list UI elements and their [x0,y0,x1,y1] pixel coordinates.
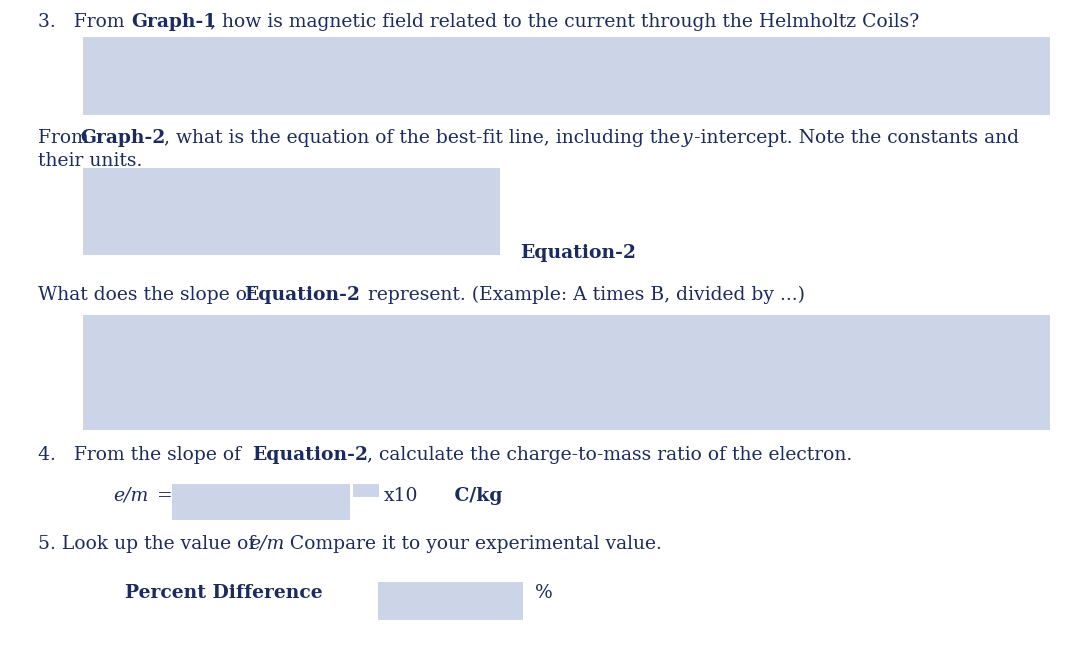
Text: , calculate the charge-to-mass ratio of the electron.: , calculate the charge-to-mass ratio of … [367,446,852,464]
Text: %: % [535,584,553,602]
Bar [83,315,1050,430]
Text: . Compare it to your experimental value.: . Compare it to your experimental value. [279,535,662,553]
Text: represent. (Example: A times B, divided by ...): represent. (Example: A times B, divided … [362,286,805,304]
Text: Percent Difference: Percent Difference [125,584,323,602]
Text: Equation-2: Equation-2 [520,244,635,262]
Bar [83,168,500,255]
Bar [353,484,379,497]
Text: 5. Look up the value of: 5. Look up the value of [38,535,261,553]
Text: What does the slope of: What does the slope of [38,286,260,304]
Text: , what is the equation of the best-fit line, including the: , what is the equation of the best-fit l… [164,129,687,147]
Text: Graph-2: Graph-2 [81,129,165,147]
Text: 3.   From: 3. From [38,13,131,31]
Text: 4.   From the slope of: 4. From the slope of [38,446,247,464]
Text: =: = [151,487,173,505]
Text: From: From [38,129,95,147]
Text: x10: x10 [384,487,419,505]
Bar [172,484,350,520]
Text: e/m: e/m [113,487,148,505]
Text: e/m: e/m [249,535,284,553]
Text: their units.: their units. [38,152,143,170]
Bar [83,37,1050,115]
Text: C/kg: C/kg [435,487,503,505]
Text: Graph-1: Graph-1 [131,13,217,31]
Text: , how is magnetic field related to the current through the Helmholtz Coils?: , how is magnetic field related to the c… [210,13,919,31]
Text: Equation-2: Equation-2 [252,446,368,464]
Text: -intercept. Note the constants and: -intercept. Note the constants and [694,129,1019,147]
Text: Equation-2: Equation-2 [244,286,360,304]
Bar [378,582,523,620]
Text: y: y [682,129,693,147]
